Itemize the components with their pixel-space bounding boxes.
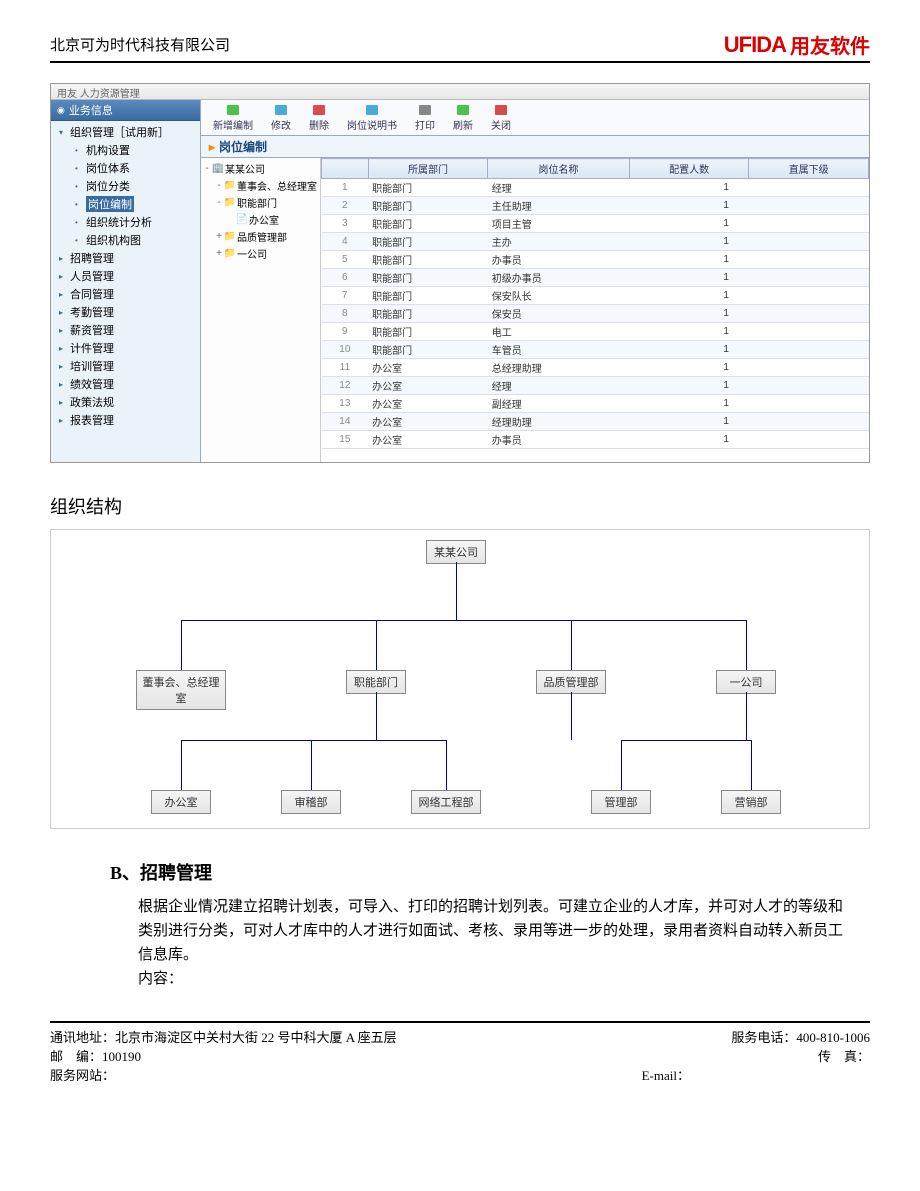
orgchart-node: 网络工程部 xyxy=(411,790,481,814)
orgchart-node: 品质管理部 xyxy=(536,670,606,694)
body-para: 根据企业情况建立招聘计划表，可导入、打印的招聘计划列表。可建立企业的人才库，并可… xyxy=(138,895,850,967)
tree-item[interactable]: 岗位体系 xyxy=(51,159,200,177)
tree-item[interactable]: 考勤管理 xyxy=(51,303,200,321)
orgchart-node: 董事会、总经理 室 xyxy=(136,670,226,710)
orgchart-node: 职能部门 xyxy=(346,670,406,694)
org-tree-item[interactable]: +📁一公司 xyxy=(203,245,318,262)
org-tree-item[interactable]: 📄办公室 xyxy=(203,211,318,228)
table-row[interactable]: 10职能部门车管员1 xyxy=(322,341,869,359)
tree-item[interactable]: 政策法规 xyxy=(51,393,200,411)
table-row[interactable]: 15办公室办事员1 xyxy=(322,431,869,449)
footer-site: 服务网站： xyxy=(50,1065,115,1084)
tree-item[interactable]: 报表管理 xyxy=(51,411,200,429)
logo-en: UFIDA xyxy=(724,32,786,58)
table-row[interactable]: 7职能部门保安队长1 xyxy=(322,287,869,305)
tree-item[interactable]: 合同管理 xyxy=(51,285,200,303)
table-row[interactable]: 4职能部门主办1 xyxy=(322,233,869,251)
org-tree-item[interactable]: -📁董事会、总经理室 xyxy=(203,177,318,194)
table-row[interactable]: 13办公室副经理1 xyxy=(322,395,869,413)
toolbar-button[interactable]: 岗位说明书 xyxy=(345,102,399,133)
orgchart-node: 营销部 xyxy=(721,790,781,814)
table-row[interactable]: 5职能部门办事员1 xyxy=(322,251,869,269)
toolbar-button[interactable]: 打印 xyxy=(413,102,437,133)
table-row[interactable]: 9职能部门电工1 xyxy=(322,323,869,341)
orgchart-node: 管理部 xyxy=(591,790,651,814)
tree-item[interactable]: 薪资管理 xyxy=(51,321,200,339)
table-row[interactable]: 12办公室经理1 xyxy=(322,377,869,395)
tree-item[interactable]: 岗位分类 xyxy=(51,177,200,195)
app-screenshot: 用友 人力资源管理 业务信息 组织管理［试用新］机构设置岗位体系岗位分类岗位编制… xyxy=(50,83,870,463)
org-tree-item[interactable]: -🏢某某公司 xyxy=(203,160,318,177)
col-header xyxy=(322,159,369,179)
orgchart-node: 办公室 xyxy=(151,790,211,814)
logo: UFIDA 用友软件 xyxy=(724,30,870,59)
tree-item[interactable]: 组织统计分析 xyxy=(51,213,200,231)
page-footer: 通讯地址：北京市海淀区中关村大街 22 号中科大厦 A 座五层 服务电话：400… xyxy=(50,1021,870,1084)
table-row[interactable]: 3职能部门项目主管1 xyxy=(322,215,869,233)
tree-item[interactable]: 绩效管理 xyxy=(51,375,200,393)
footer-address: 通讯地址：北京市海淀区中关村大街 22 号中科大厦 A 座五层 xyxy=(50,1027,397,1046)
toolbar-button[interactable]: 新增编制 xyxy=(211,102,255,133)
tree-item[interactable]: 岗位编制 xyxy=(51,195,200,213)
orgchart-node: 一公司 xyxy=(716,670,776,694)
table-row[interactable]: 8职能部门保安员1 xyxy=(322,305,869,323)
footer-phone: 服务电话：400-810-1006 xyxy=(731,1027,870,1046)
page-header: 北京可为时代科技有限公司 UFIDA 用友软件 xyxy=(50,30,870,63)
app-titlebar: 用友 人力资源管理 xyxy=(51,84,869,100)
footer-fax: 传 真： xyxy=(818,1046,870,1065)
org-tree-item[interactable]: -📁职能部门 xyxy=(203,194,318,211)
org-chart: 某某公司董事会、总经理 室 职能部门 品质管理部 一公司办公室 审稽部 网络工程部 管理部 营… xyxy=(50,529,870,829)
tree-item[interactable]: 招聘管理 xyxy=(51,249,200,267)
section-title: 组织结构 xyxy=(50,493,870,519)
content-title: 岗位编制 xyxy=(201,136,869,158)
table-row[interactable]: 11办公室总经理助理1 xyxy=(322,359,869,377)
toolbar-button[interactable]: 关闭 xyxy=(489,102,513,133)
tree-item[interactable]: 组织机构图 xyxy=(51,231,200,249)
data-table: 所属部门岗位名称配置人数直属下级 1职能部门经理12职能部门主任助理13职能部门… xyxy=(321,158,869,463)
tree-item[interactable]: 机构设置 xyxy=(51,141,200,159)
toolbar-button[interactable]: 删除 xyxy=(307,102,331,133)
col-header: 配置人数 xyxy=(629,159,749,179)
toolbar: 新增编制修改删除岗位说明书打印刷新关闭 xyxy=(201,100,869,136)
toolbar-button[interactable]: 修改 xyxy=(269,102,293,133)
sidebar-title: 业务信息 xyxy=(51,100,200,121)
table-row[interactable]: 6职能部门初级办事员1 xyxy=(322,269,869,287)
tree-item[interactable]: 培训管理 xyxy=(51,357,200,375)
sidebar-tree: 组织管理［试用新］机构设置岗位体系岗位分类岗位编制组织统计分析组织机构图招聘管理… xyxy=(51,121,200,431)
orgchart-node: 审稽部 xyxy=(281,790,341,814)
body-section: B、招聘管理 根据企业情况建立招聘计划表，可导入、打印的招聘计划列表。可建立企业… xyxy=(110,859,850,991)
org-tree-item[interactable]: +📁品质管理部 xyxy=(203,228,318,245)
col-header: 岗位名称 xyxy=(488,159,630,179)
org-tree: -🏢某某公司-📁董事会、总经理室-📁职能部门📄办公室+📁品质管理部+📁一公司 xyxy=(201,158,321,463)
orgchart-node: 某某公司 xyxy=(426,540,486,564)
table-row[interactable]: 14办公室经理助理1 xyxy=(322,413,869,431)
sidebar: 业务信息 组织管理［试用新］机构设置岗位体系岗位分类岗位编制组织统计分析组织机构… xyxy=(51,100,201,463)
tree-item[interactable]: 人员管理 xyxy=(51,267,200,285)
col-header: 所属部门 xyxy=(368,159,488,179)
table-row[interactable]: 2职能部门主任助理1 xyxy=(322,197,869,215)
header-company: 北京可为时代科技有限公司 xyxy=(50,34,230,55)
toolbar-button[interactable]: 刷新 xyxy=(451,102,475,133)
body-content-label: 内容： xyxy=(138,967,850,991)
tree-item[interactable]: 组织管理［试用新］ xyxy=(51,123,200,141)
footer-zip: 邮 编：100190 xyxy=(50,1046,141,1065)
logo-cn: 用友软件 xyxy=(790,30,870,59)
tree-item[interactable]: 计件管理 xyxy=(51,339,200,357)
table-row[interactable]: 1职能部门经理1 xyxy=(322,179,869,197)
body-heading: B、招聘管理 xyxy=(110,859,850,885)
footer-email: E-mail： xyxy=(642,1065,690,1084)
col-header: 直属下级 xyxy=(749,159,869,179)
